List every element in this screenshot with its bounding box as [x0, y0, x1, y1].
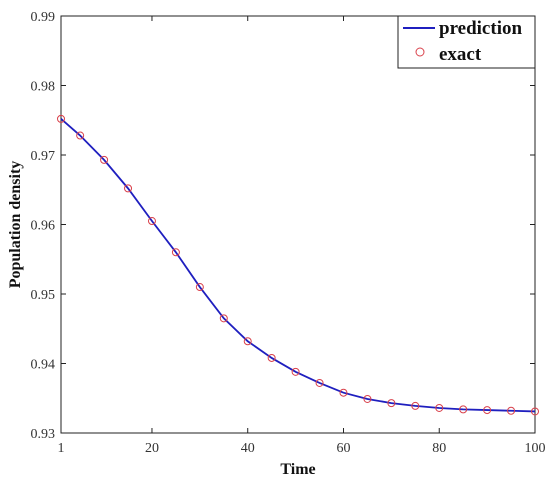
exact-marker	[100, 155, 109, 164]
y-tick-label: 0.93	[31, 427, 56, 442]
series-line-prediction	[60, 118, 536, 413]
plot-frame	[60, 15, 536, 434]
exact-marker	[363, 394, 372, 403]
x-axis-title: Time	[280, 461, 315, 478]
exact-marker	[435, 403, 444, 412]
y-tick-label: 0.94	[31, 358, 56, 373]
exact-marker	[459, 405, 468, 414]
y-tick-label: 0.98	[31, 80, 56, 95]
exact-marker	[57, 114, 65, 123]
x-tick-label: 40	[241, 441, 255, 456]
y-axis: 0.93 0.94 0.95 0.96 0.97 0.98 0.99	[31, 10, 535, 442]
plot-area	[60, 15, 536, 434]
x-axis: 1 20 40 60 80 100	[58, 16, 546, 456]
legend-marker-swatch	[415, 47, 425, 57]
exact-marker	[315, 378, 324, 387]
exact-marker	[291, 367, 300, 376]
x-tick-label: 1	[58, 441, 65, 456]
x-tick-label: 100	[525, 441, 546, 456]
exact-marker	[267, 353, 276, 362]
y-tick-label: 0.96	[31, 219, 56, 234]
exact-marker	[483, 406, 492, 415]
y-tick-label: 0.99	[31, 10, 56, 25]
legend-box	[397, 15, 536, 69]
legend-label-exact: exact	[439, 44, 482, 65]
legend: prediction exact	[397, 15, 536, 69]
legend-label-prediction: prediction	[439, 18, 522, 39]
x-tick-label: 80	[432, 441, 446, 456]
x-tick-label: 20	[145, 441, 159, 456]
y-axis-title: Population density	[7, 161, 24, 289]
y-tick-label: 0.97	[31, 149, 56, 164]
exact-marker	[219, 314, 228, 323]
exact-marker	[147, 217, 156, 226]
exact-marker	[411, 401, 420, 410]
exact-marker	[243, 337, 252, 346]
x-tick-label: 60	[336, 441, 350, 456]
exact-marker	[387, 399, 396, 408]
exact-marker	[339, 388, 348, 397]
exact-marker	[507, 406, 516, 415]
exact-marker	[171, 248, 180, 257]
exact-marker	[195, 283, 204, 292]
exact-marker	[531, 407, 539, 416]
exact-marker	[124, 184, 133, 193]
y-tick-label: 0.95	[31, 288, 56, 303]
series-layer	[57, 114, 539, 416]
exact-marker	[76, 131, 85, 140]
